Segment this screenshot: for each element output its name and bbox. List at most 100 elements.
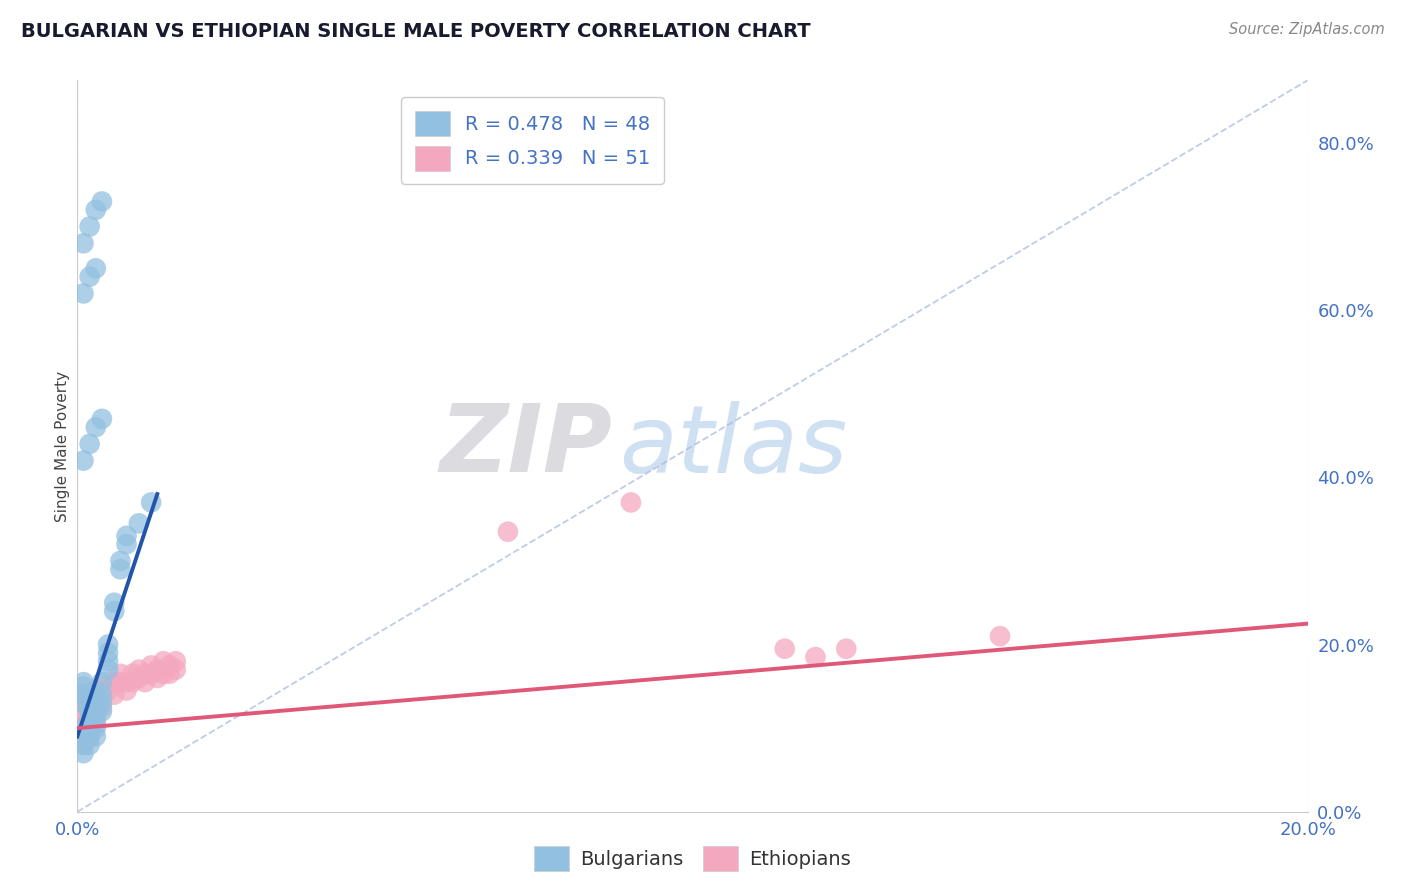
Point [79,730,101,744]
Point [90,688,114,702]
Point [84,705,107,719]
Point [84,691,107,706]
Point [72,453,94,467]
Point [90,705,114,719]
Point [79,713,101,727]
Point [72,286,94,301]
Point [496,524,519,539]
Point [90,194,114,209]
Point [72,730,94,744]
Point [121,675,143,690]
Point [72,688,94,702]
Point [90,412,114,426]
Point [72,675,94,690]
Point [84,717,107,731]
Point [152,666,174,681]
Point [103,675,125,690]
Point [97,638,120,652]
Point [84,721,107,735]
Point [72,688,94,702]
Point [84,683,107,698]
Point [110,554,132,568]
Point [141,666,163,681]
Point [620,495,643,509]
Point [110,675,132,690]
Point [103,604,125,618]
Point [128,671,150,685]
Point [128,516,150,531]
Text: ZIP: ZIP [440,400,613,492]
Point [72,730,94,744]
Point [72,236,94,251]
Point [988,629,1011,643]
Legend: Bulgarians, Ethiopians: Bulgarians, Ethiopians [526,838,859,879]
Text: atlas: atlas [619,401,846,491]
Point [79,688,101,702]
Point [97,646,120,660]
Point [79,696,101,710]
Point [90,700,114,714]
Point [128,663,150,677]
Point [79,705,101,719]
Point [115,529,138,543]
Point [103,688,125,702]
Point [84,708,107,723]
Point [115,537,138,551]
Point [79,696,101,710]
Point [79,721,101,735]
Point [79,738,101,752]
Point [110,666,132,681]
Point [804,650,827,665]
Point [79,713,101,727]
Point [146,663,169,677]
Point [97,663,120,677]
Point [72,721,94,735]
Point [773,641,796,656]
Point [72,696,94,710]
Point [165,663,187,677]
Point [90,696,114,710]
Point [134,675,156,690]
Point [72,738,94,752]
Text: BULGARIAN VS ETHIOPIAN SINGLE MALE POVERTY CORRELATION CHART: BULGARIAN VS ETHIOPIAN SINGLE MALE POVER… [21,22,811,41]
Point [115,675,138,690]
Point [79,730,101,744]
Point [72,705,94,719]
Point [72,738,94,752]
Point [159,658,181,673]
Point [90,683,114,698]
Point [79,437,101,451]
Point [90,675,114,690]
Point [159,666,181,681]
Point [90,691,114,706]
Point [152,654,174,668]
Point [84,202,107,217]
Y-axis label: Single Male Poverty: Single Male Poverty [55,370,70,522]
Point [84,696,107,710]
Point [72,721,94,735]
Point [146,671,169,685]
Point [97,675,120,690]
Point [72,696,94,710]
Point [835,641,858,656]
Point [97,683,120,698]
Point [72,713,94,727]
Text: Source: ZipAtlas.com: Source: ZipAtlas.com [1229,22,1385,37]
Point [72,679,94,693]
Point [84,713,107,727]
Point [165,654,187,668]
Point [84,688,107,702]
Point [79,688,101,702]
Point [97,654,120,668]
Point [103,596,125,610]
Point [79,269,101,284]
Point [141,658,163,673]
Point [115,683,138,698]
Point [72,746,94,760]
Point [134,666,156,681]
Point [84,261,107,276]
Point [84,420,107,434]
Point [79,219,101,234]
Point [141,495,163,509]
Point [84,700,107,714]
